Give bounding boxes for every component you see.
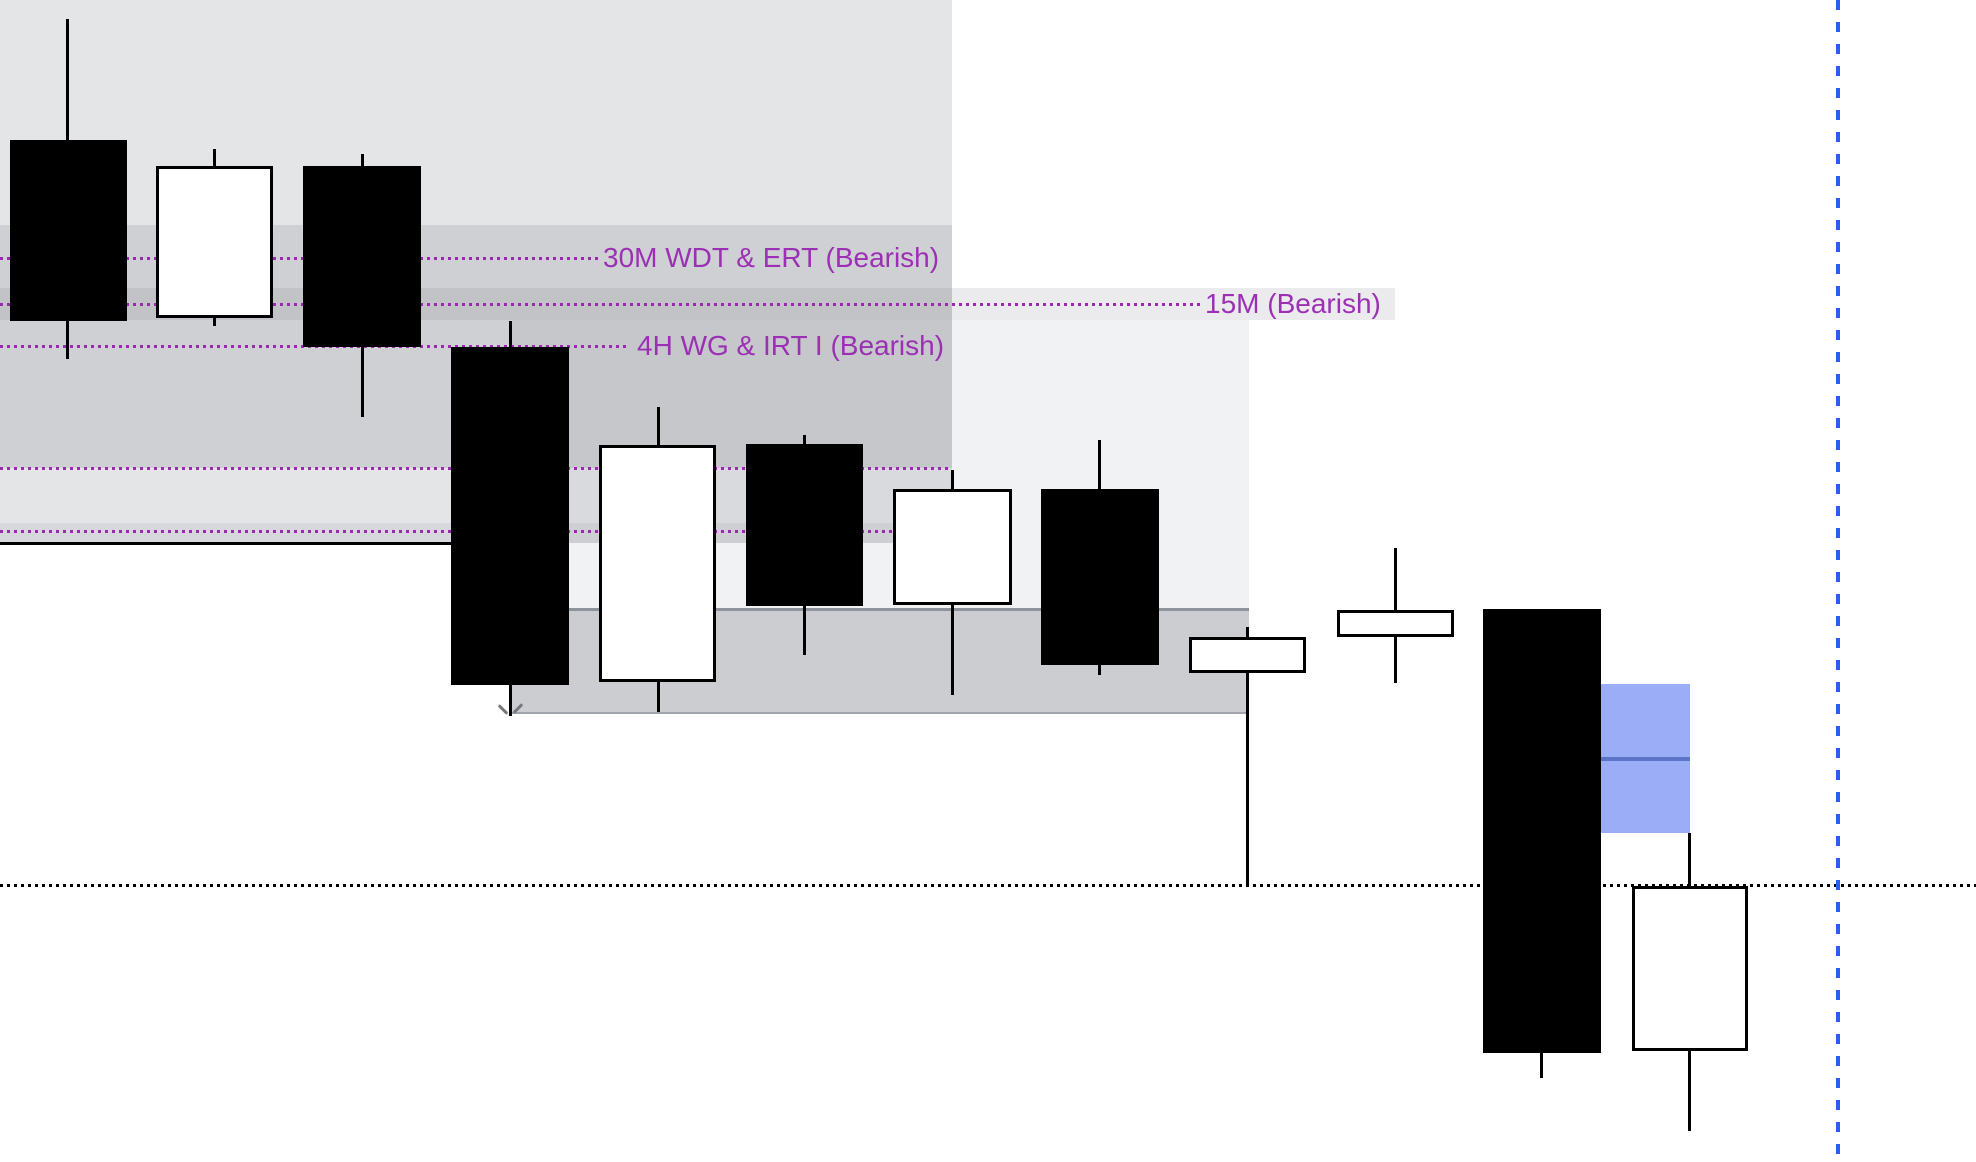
candle-3-upper-wick — [361, 154, 364, 166]
level-line-0[interactable] — [0, 257, 598, 260]
candle-3-lower-wick — [361, 347, 364, 417]
candle-8-upper-wick — [1098, 440, 1101, 489]
level-line-1[interactable] — [0, 303, 1200, 306]
candle-1-upper-wick — [66, 19, 69, 140]
level-label-30m[interactable]: 30M WDT & ERT (Bearish) — [603, 242, 940, 273]
candle-2-body-bullish — [156, 166, 273, 318]
session-vertical-dashed-line[interactable] — [1836, 0, 1840, 1162]
candle-11-lower-wick — [1540, 1053, 1543, 1078]
candle-7-lower-wick — [951, 605, 954, 695]
candle-4-body-bearish — [451, 347, 569, 685]
candle-12-lower-wick — [1688, 1051, 1691, 1131]
candle-12-upper-wick — [1688, 833, 1691, 886]
candle-11-body-bearish — [1483, 609, 1601, 1053]
candle-5-lower-wick — [657, 682, 660, 712]
blue-box-divider-line — [1601, 757, 1690, 761]
level-label-15m[interactable]: 15M (Bearish) — [1205, 288, 1381, 319]
candle-9-body-bullish — [1189, 637, 1306, 673]
candle-2-lower-wick — [213, 318, 216, 326]
candle-7-upper-wick — [951, 470, 954, 489]
candle-8-body-bearish — [1041, 489, 1159, 665]
candle-6-lower-wick — [803, 606, 806, 655]
candle-9-upper-wick — [1246, 627, 1249, 637]
candle-12-body-bullish — [1632, 886, 1748, 1051]
dotted-separator-line[interactable] — [0, 884, 1976, 887]
candle-4-lower-wick — [509, 685, 512, 716]
candle-4-upper-wick — [509, 321, 512, 347]
candle-10-lower-wick — [1394, 637, 1397, 683]
candle-3-body-bearish — [303, 166, 421, 347]
candle-7-body-bullish — [893, 489, 1012, 605]
candle-8-lower-wick — [1098, 665, 1101, 675]
candle-9-lower-wick — [1246, 673, 1249, 884]
candle-10-upper-wick — [1394, 548, 1397, 610]
candle-6-upper-wick — [803, 435, 806, 444]
candle-10-body-bullish — [1337, 610, 1454, 637]
candle-1-lower-wick — [66, 321, 69, 359]
level-label-4h[interactable]: 4H WG & IRT I (Bearish) — [637, 330, 945, 361]
zone-bottom-black-border — [0, 542, 512, 545]
candle-5-upper-wick — [657, 407, 660, 445]
candle-2-upper-wick — [213, 149, 216, 166]
candle-6-body-bearish — [746, 444, 863, 606]
candle-5-body-bullish — [599, 445, 716, 682]
candle-1-body-bearish — [10, 140, 127, 321]
